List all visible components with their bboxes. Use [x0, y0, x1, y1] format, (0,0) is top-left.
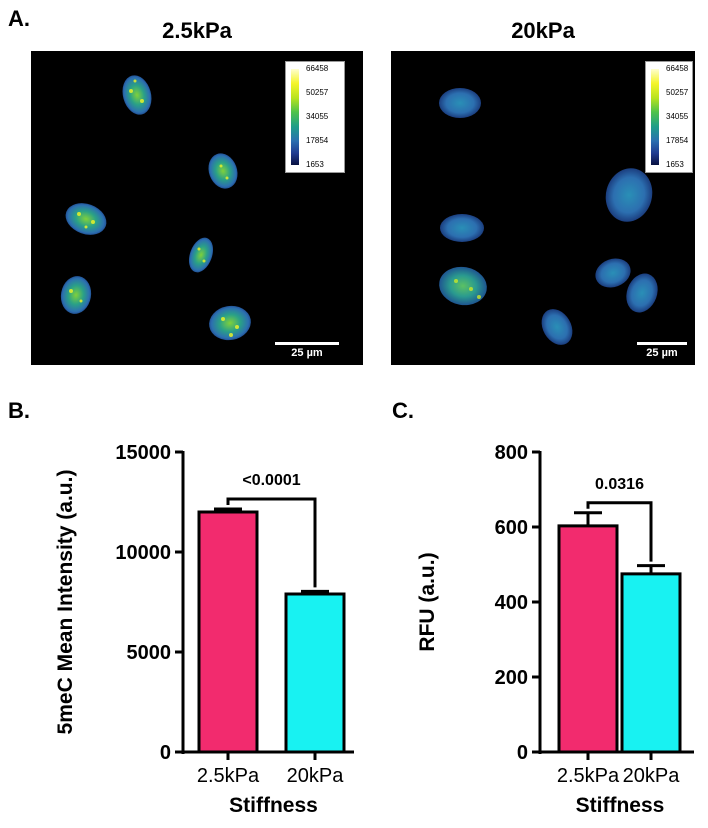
scale-label-stiff: 25 µm	[646, 347, 678, 359]
panel-label-a: A.	[8, 6, 30, 31]
panel-label-b: B.	[8, 398, 30, 423]
nucleus	[60, 276, 92, 314]
significance-bracket	[586, 501, 653, 562]
colorbar-stiff: 66458 50257 34055 17854 1653	[645, 61, 693, 173]
y-axis-title: RFU (a.u.)	[416, 552, 439, 651]
scale-label-soft: 25 µm	[291, 347, 323, 359]
colorbar-tick: 50257	[306, 88, 329, 97]
nucleus	[541, 309, 573, 345]
nucleus	[440, 214, 484, 242]
micrograph-soft: 66458 50257 34055 17854 1653 25 µm	[31, 51, 363, 365]
nucleus	[595, 258, 631, 288]
scale-bar-stiff	[637, 342, 687, 345]
colorbar-tick: 34055	[666, 112, 689, 121]
scale-bar-soft	[275, 342, 339, 345]
colorbar-tick: 50257	[666, 88, 689, 97]
bar-2.5kPa	[557, 524, 619, 754]
nucleus	[439, 88, 481, 118]
bar-20kPa	[620, 572, 682, 754]
nucleus	[439, 266, 487, 306]
micrograph-stiff: 66458 50257 34055 17854 1653 25 µm	[391, 51, 695, 365]
colorbar-tick: 66458	[306, 64, 329, 73]
p-value-label: 0.0316	[595, 476, 644, 493]
y-tick-label: 0	[517, 742, 528, 764]
y-tick-label: 200	[495, 667, 528, 689]
colorbar-tick: 66458	[666, 64, 689, 73]
colorbar-tick: 1653	[666, 160, 684, 169]
x-axis-title: Stiffness	[576, 794, 665, 817]
y-tick-label: 0	[160, 742, 171, 764]
nucleus	[209, 305, 251, 341]
y-tick-label: 800	[495, 442, 528, 464]
bar-20kPa	[284, 592, 346, 754]
colorbar-soft: 66458 50257 34055 17854 1653	[285, 61, 345, 173]
x-tick-label: 2.5kPa	[557, 765, 620, 787]
image-title-stiff: 20kPa	[511, 18, 575, 43]
nucleus	[188, 237, 214, 273]
bar-2.5kPa	[197, 510, 259, 754]
nucleus	[208, 153, 238, 189]
significance-bracket	[226, 497, 317, 588]
chart-b: 0 5000 10000 15000 2.5kPa 20kPa <0.0001 Stiffne…	[54, 442, 354, 817]
colorbar-tick: 17854	[306, 136, 329, 145]
y-axis-title: 5meC Mean Intensity (a.u.)	[54, 470, 77, 735]
y-tick-label: 10000	[115, 542, 171, 564]
nuclei-stiff	[439, 88, 658, 345]
y-tick-label: 5000	[127, 642, 172, 664]
x-axis-title: Stiffness	[229, 794, 318, 817]
chart-c: 0 200 400 600 800 2.5kPa 20kPa 0.0316 Stiffness R…	[416, 442, 694, 817]
panel-label-c: C.	[392, 398, 414, 423]
colorbar-gradient	[651, 69, 659, 165]
colorbar-tick: 17854	[666, 136, 689, 145]
nucleus	[122, 75, 152, 115]
colorbar-tick: 1653	[306, 160, 324, 169]
nucleus	[65, 203, 107, 235]
x-tick-label: 20kPa	[623, 765, 681, 787]
nucleus	[626, 273, 658, 313]
nuclei-soft	[60, 75, 251, 341]
colorbar-tick: 34055	[306, 112, 329, 121]
y-tick-label: 400	[495, 592, 528, 614]
image-title-soft: 2.5kPa	[162, 18, 232, 43]
p-value-label: <0.0001	[242, 472, 300, 489]
colorbar-gradient	[291, 69, 299, 165]
nucleus	[605, 168, 653, 222]
y-tick-label: 15000	[115, 442, 171, 464]
x-tick-label: 20kPa	[287, 765, 345, 787]
x-tick-label: 2.5kPa	[197, 765, 260, 787]
y-tick-label: 600	[495, 517, 528, 539]
